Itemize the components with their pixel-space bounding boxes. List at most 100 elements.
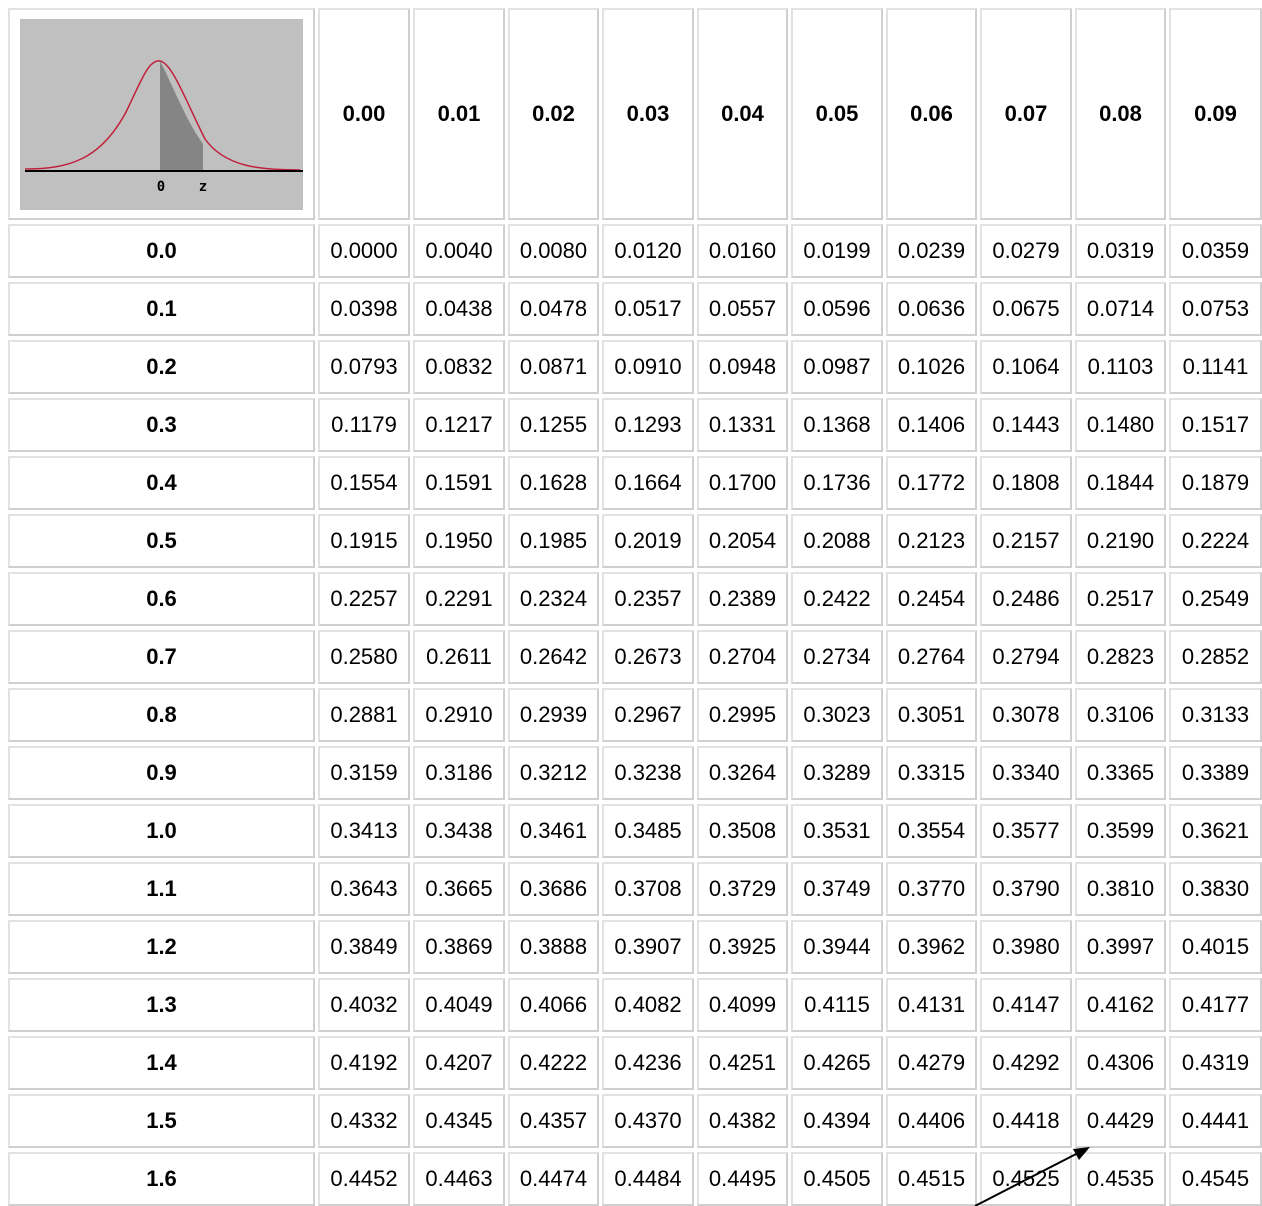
- table-cell: 0.4251: [697, 1036, 788, 1090]
- table-cell: 0.4441: [1169, 1094, 1262, 1148]
- column-header: 0.01: [413, 8, 505, 220]
- row-header: 1.0: [8, 804, 315, 858]
- table-cell: 0.1736: [791, 456, 883, 510]
- table-cell: 0.3264: [697, 746, 788, 800]
- table-cell: 0.3944: [791, 920, 883, 974]
- table-cell: 0.3810: [1075, 862, 1166, 916]
- table-cell: 0.3186: [413, 746, 505, 800]
- table-cell: 0.2123: [886, 514, 977, 568]
- bell-curve: [24, 59, 301, 171]
- table-cell: 0.3643: [318, 862, 410, 916]
- table-cell: 0.3023: [791, 688, 883, 742]
- table-cell: 0.3830: [1169, 862, 1262, 916]
- table-cell: 0.1808: [980, 456, 1072, 510]
- table-cell: 0.2454: [886, 572, 977, 626]
- table-cell: 0.4177: [1169, 978, 1262, 1032]
- table-cell: 0.3708: [602, 862, 694, 916]
- table-cell: 0.0987: [791, 340, 883, 394]
- table-cell: 0.4406: [886, 1094, 977, 1148]
- table-cell: 0.0000: [318, 224, 410, 278]
- column-header: 0.00: [318, 8, 410, 220]
- table-cell: 0.3413: [318, 804, 410, 858]
- table-cell: 0.2704: [697, 630, 788, 684]
- table-cell: 0.1772: [886, 456, 977, 510]
- table-cell: 0.0319: [1075, 224, 1166, 278]
- table-cell: 0.1879: [1169, 456, 1262, 510]
- table-cell: 0.1064: [980, 340, 1072, 394]
- table-cell: 0.2673: [602, 630, 694, 684]
- row-header: 1.3: [8, 978, 315, 1032]
- table-cell: 0.2054: [697, 514, 788, 568]
- row-header: 0.6: [8, 572, 315, 626]
- table-cell: 0.4418: [980, 1094, 1072, 1148]
- table-cell: 0.1517: [1169, 398, 1262, 452]
- row-header: 0.7: [8, 630, 315, 684]
- row-header: 0.3: [8, 398, 315, 452]
- table-cell: 0.4115: [791, 978, 883, 1032]
- table-cell: 0.2910: [413, 688, 505, 742]
- table-cell: 0.3389: [1169, 746, 1262, 800]
- table-cell: 0.1443: [980, 398, 1072, 452]
- table-cell: 0.1591: [413, 456, 505, 510]
- table-cell: 0.0753: [1169, 282, 1262, 336]
- column-header: 0.02: [508, 8, 599, 220]
- table-cell: 0.4545: [1169, 1152, 1262, 1206]
- column-header: 0.06: [886, 8, 977, 220]
- row-header: 1.6: [8, 1152, 315, 1206]
- table-cell: 0.4099: [697, 978, 788, 1032]
- table-cell: 0.3508: [697, 804, 788, 858]
- table-cell: 0.4279: [886, 1036, 977, 1090]
- table-cell: 0.0398: [318, 282, 410, 336]
- table-cell: 0.4292: [980, 1036, 1072, 1090]
- table-cell: 0.2486: [980, 572, 1072, 626]
- table-cell: 0.4484: [602, 1152, 694, 1206]
- table-cell: 0.3461: [508, 804, 599, 858]
- table-cell: 0.2389: [697, 572, 788, 626]
- table-cell: 0.1293: [602, 398, 694, 452]
- table-cell: 0.3289: [791, 746, 883, 800]
- row-header: 0.9: [8, 746, 315, 800]
- table-cell: 0.4463: [413, 1152, 505, 1206]
- table-cell: 0.0239: [886, 224, 977, 278]
- column-header: 0.03: [602, 8, 694, 220]
- table-cell: 0.1664: [602, 456, 694, 510]
- table-cell: 0.3365: [1075, 746, 1166, 800]
- table-cell: 0.3888: [508, 920, 599, 974]
- table-cell: 0.3315: [886, 746, 977, 800]
- table-cell: 0.0080: [508, 224, 599, 278]
- table-cell: 0.0871: [508, 340, 599, 394]
- table-cell: 0.2939: [508, 688, 599, 742]
- table-cell: 0.3212: [508, 746, 599, 800]
- table-cell: 0.0359: [1169, 224, 1262, 278]
- row-header: 0.2: [8, 340, 315, 394]
- table-cell: 0.1368: [791, 398, 883, 452]
- table-cell: 0.3106: [1075, 688, 1166, 742]
- table-cell: 0.2881: [318, 688, 410, 742]
- table-cell: 0.1480: [1075, 398, 1166, 452]
- table-cell: 0.0279: [980, 224, 1072, 278]
- table-cell: 0.1915: [318, 514, 410, 568]
- table-cell: 0.4306: [1075, 1036, 1166, 1090]
- table-cell: 0.4131: [886, 978, 977, 1032]
- table-cell: 0.4332: [318, 1094, 410, 1148]
- table-cell: 0.0793: [318, 340, 410, 394]
- table-cell: 0.0832: [413, 340, 505, 394]
- table-cell: 0.2291: [413, 572, 505, 626]
- table-cell: 0.2852: [1169, 630, 1262, 684]
- table-cell: 0.3599: [1075, 804, 1166, 858]
- table-cell: 0.1217: [413, 398, 505, 452]
- column-header: 0.05: [791, 8, 883, 220]
- table-cell: 0.4265: [791, 1036, 883, 1090]
- table-cell: 0.2764: [886, 630, 977, 684]
- row-header: 0.8: [8, 688, 315, 742]
- table-cell: 0.1103: [1075, 340, 1166, 394]
- table-cell: 0.3531: [791, 804, 883, 858]
- table-cell: 0.0517: [602, 282, 694, 336]
- table-cell: 0.3577: [980, 804, 1072, 858]
- row-header: 0.1: [8, 282, 315, 336]
- table-cell: 0.0478: [508, 282, 599, 336]
- table-cell: 0.2224: [1169, 514, 1262, 568]
- table-cell: 0.0948: [697, 340, 788, 394]
- table-cell: 0.3925: [697, 920, 788, 974]
